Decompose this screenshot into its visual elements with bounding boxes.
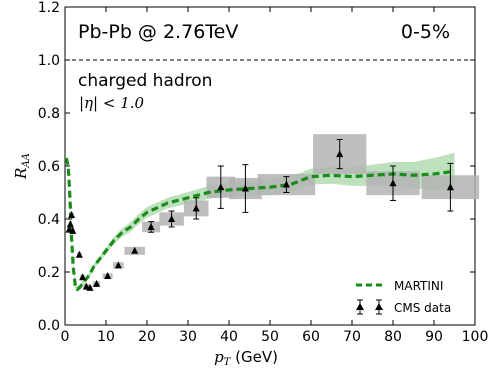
annotation-sub: |η| < 1.0	[79, 94, 145, 112]
data-point	[68, 211, 76, 219]
y-axis-var: R	[12, 168, 30, 180]
x-axis-sub: T	[224, 357, 232, 368]
data-point	[241, 184, 249, 192]
x-axis-label: pT (GeV)	[214, 348, 278, 368]
data-point	[446, 183, 454, 191]
legend-model-label: MARTINI	[394, 279, 443, 293]
data-point	[66, 220, 74, 228]
data-point	[93, 279, 101, 287]
data-point	[168, 215, 176, 222]
chart-title-left: Pb-Pb @ 2.76TeV	[78, 21, 238, 43]
y-tick-label: 1.0	[38, 53, 60, 69]
x-axis-unit: (GeV)	[230, 348, 278, 366]
data-point	[389, 179, 397, 187]
data-point	[192, 204, 200, 212]
y-tick-label: 0.0	[38, 318, 60, 334]
x-tick-label: 40	[220, 329, 238, 345]
x-tick-label: 50	[261, 329, 279, 345]
annotation: charged hadron	[78, 71, 212, 91]
data-point-layer	[65, 139, 454, 291]
data-point	[69, 226, 77, 234]
x-tick-label: 60	[302, 329, 320, 345]
legend: MARTINI CMS data	[356, 279, 451, 315]
data-point	[147, 222, 155, 230]
y-tick-label: 0.6	[38, 159, 60, 175]
x-tick-label: 10	[97, 329, 115, 345]
x-tick-label: 100	[462, 329, 489, 345]
data-point	[336, 150, 344, 158]
data-point	[217, 183, 225, 191]
data-point	[75, 250, 83, 258]
x-tick-label: 30	[179, 329, 197, 345]
data-point	[79, 273, 87, 281]
tick-layer: 0 10 20 30 40 50 60 70 80 90 100 0.0 0.2 0.4 0.6 0.8 1.0…	[38, 0, 489, 345]
x-tick-label: 0	[61, 329, 70, 345]
data-point	[282, 180, 290, 188]
y-axis-label: RAA	[12, 153, 32, 180]
x-tick-label: 80	[384, 329, 402, 345]
data-point	[86, 283, 94, 291]
x-tick-label: 70	[343, 329, 361, 345]
legend-data-swatch	[356, 299, 383, 315]
chart-title-right: 0-5%	[401, 21, 450, 43]
data-point	[131, 246, 139, 254]
model-curve-layer	[64, 157, 455, 292]
x-axis-var: p	[214, 348, 224, 366]
y-tick-label: 0.2	[38, 265, 60, 281]
y-tick-label: 0.4	[38, 212, 60, 228]
model-curve	[64, 157, 455, 292]
syst-box-layer	[67, 134, 480, 291]
y-tick-label: 1.2	[38, 0, 60, 16]
y-axis-sub: AA	[21, 153, 32, 168]
x-tick-label: 90	[425, 329, 443, 345]
legend-data-label: CMS data	[394, 301, 451, 315]
data-point	[104, 271, 112, 279]
y-tick-label: 0.8	[38, 106, 60, 122]
data-point	[114, 261, 122, 269]
x-tick-label: 20	[138, 329, 156, 345]
